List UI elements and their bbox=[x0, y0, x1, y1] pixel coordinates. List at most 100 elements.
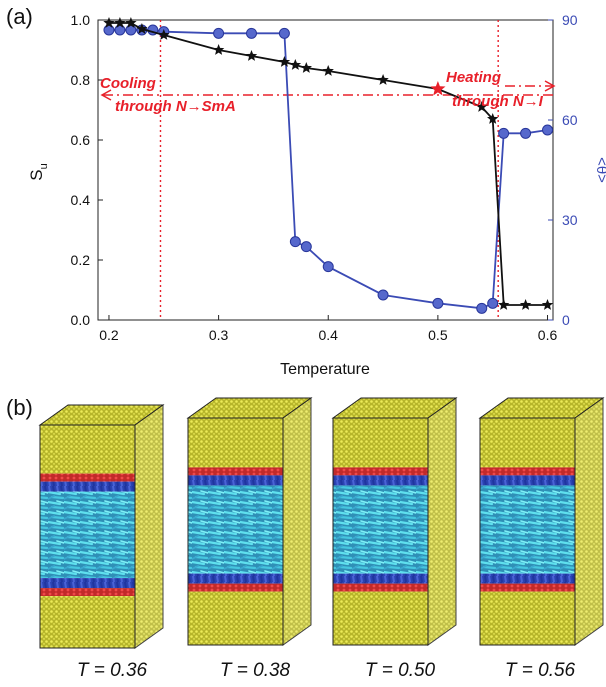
top-anchor-layer bbox=[480, 475, 575, 486]
x-tick-label: 0.2 bbox=[99, 327, 119, 343]
top-anchor-layer bbox=[188, 475, 283, 486]
panel-b-label: (b) bbox=[6, 395, 33, 420]
theta-point bbox=[432, 297, 444, 309]
theta-point bbox=[300, 241, 312, 253]
heating-arrowhead bbox=[544, 80, 556, 92]
panel-a-label: (a) bbox=[6, 4, 33, 29]
mesogen-layer bbox=[188, 485, 283, 574]
theta-point bbox=[125, 24, 137, 36]
bottom-interface-layer bbox=[333, 583, 428, 592]
snapshot-label-2: T = 0.38 bbox=[219, 660, 291, 681]
su-point bbox=[487, 113, 499, 124]
mesogen-layer bbox=[333, 485, 428, 574]
y2-tick-label: 90 bbox=[562, 12, 578, 28]
heating-label-2: through N→I bbox=[452, 93, 544, 110]
box-outline bbox=[332, 417, 429, 646]
box-right-face bbox=[282, 397, 312, 646]
box-outline bbox=[187, 417, 284, 646]
top-wall-layer bbox=[333, 418, 428, 468]
su-point bbox=[278, 56, 291, 67]
su-point bbox=[212, 44, 225, 55]
cooling-label-2: through N→SmA bbox=[115, 98, 236, 115]
theta-point bbox=[542, 124, 554, 136]
y-tick-label: 1.0 bbox=[71, 12, 91, 28]
y-tick-label: 0.4 bbox=[71, 192, 91, 208]
y-axis-label: Su bbox=[27, 163, 50, 180]
bottom-interface-layer bbox=[480, 583, 575, 592]
top-anchor-layer bbox=[40, 481, 135, 492]
y-tick-label: 0.8 bbox=[71, 72, 91, 88]
theta-point bbox=[322, 261, 334, 273]
box-right-face bbox=[427, 397, 457, 646]
y2-axis-label: <θ> bbox=[593, 157, 606, 183]
box-right-face bbox=[574, 397, 604, 646]
theta-point bbox=[377, 289, 389, 301]
theta-point bbox=[278, 27, 290, 39]
su-point bbox=[158, 29, 170, 40]
cooling-arrowhead bbox=[100, 89, 112, 101]
bottom-wall-layer bbox=[480, 591, 575, 645]
theta-point bbox=[520, 127, 532, 139]
y-axis-ticks: 0.0 0.2 0.4 0.6 0.8 1.0 bbox=[71, 12, 103, 328]
top-interface-layer bbox=[480, 467, 575, 476]
su-point bbox=[519, 299, 532, 310]
bottom-interface-layer bbox=[188, 583, 283, 592]
theta-point bbox=[476, 302, 488, 314]
theta-point bbox=[103, 24, 115, 36]
su-point bbox=[136, 23, 148, 34]
theta-point bbox=[498, 127, 510, 139]
su-point bbox=[125, 17, 137, 28]
top-wall-layer bbox=[40, 425, 135, 474]
snapshot-boxes bbox=[38, 397, 605, 649]
x-tick-label: 0.6 bbox=[538, 327, 558, 343]
bottom-wall-layer bbox=[40, 596, 135, 648]
theta-point bbox=[245, 27, 257, 39]
snapshot-box bbox=[38, 404, 165, 649]
snapshot-label-4: T = 0.56 bbox=[504, 660, 576, 681]
su-point bbox=[300, 62, 312, 73]
x-tick-label: 0.5 bbox=[428, 327, 448, 343]
highlight-star bbox=[430, 81, 446, 96]
theta-point bbox=[114, 24, 126, 36]
top-anchor-layer bbox=[333, 475, 428, 486]
box-outline bbox=[479, 417, 576, 646]
bottom-anchor-layer bbox=[333, 573, 428, 584]
top-interface-layer bbox=[40, 473, 135, 482]
theta-point bbox=[213, 27, 225, 39]
cooling-label-1: Cooling bbox=[100, 75, 156, 92]
mesogen-layer bbox=[480, 485, 575, 574]
y2-tick-label: 60 bbox=[562, 112, 578, 128]
snapshot-box bbox=[478, 397, 605, 646]
snapshot-label-1: T = 0.36 bbox=[76, 660, 148, 681]
plot-frame bbox=[97, 19, 554, 321]
annotation-arrows bbox=[100, 80, 556, 101]
y-tick-label: 0.0 bbox=[71, 312, 91, 328]
su-point bbox=[322, 65, 334, 76]
box-right-face bbox=[134, 404, 164, 649]
su-point bbox=[541, 299, 554, 310]
theta-point bbox=[289, 236, 301, 248]
snapshot-label-3: T = 0.50 bbox=[364, 660, 436, 681]
bottom-interface-layer bbox=[40, 588, 135, 597]
bottom-anchor-layer bbox=[480, 573, 575, 584]
x-axis-ticks: 0.2 0.3 0.4 0.5 0.6 bbox=[99, 315, 557, 343]
top-interface-layer bbox=[188, 467, 283, 476]
su-point bbox=[245, 50, 258, 61]
su-point bbox=[114, 17, 126, 28]
x-axis-label: Temperature bbox=[280, 361, 370, 378]
top-wall-layer bbox=[188, 418, 283, 468]
x-tick-label: 0.4 bbox=[319, 327, 339, 343]
bottom-anchor-layer bbox=[40, 578, 135, 589]
heating-label-1: Heating bbox=[446, 69, 501, 86]
snapshot-box bbox=[186, 397, 313, 646]
bottom-anchor-layer bbox=[188, 573, 283, 584]
su-point bbox=[103, 17, 115, 28]
su-point bbox=[289, 59, 302, 70]
snapshot-box bbox=[331, 397, 458, 646]
y-tick-label: 0.6 bbox=[71, 132, 91, 148]
y2-tick-label: 0 bbox=[562, 312, 570, 328]
mesogen-layer bbox=[40, 491, 135, 579]
su-point bbox=[498, 299, 510, 310]
top-wall-layer bbox=[480, 418, 575, 468]
